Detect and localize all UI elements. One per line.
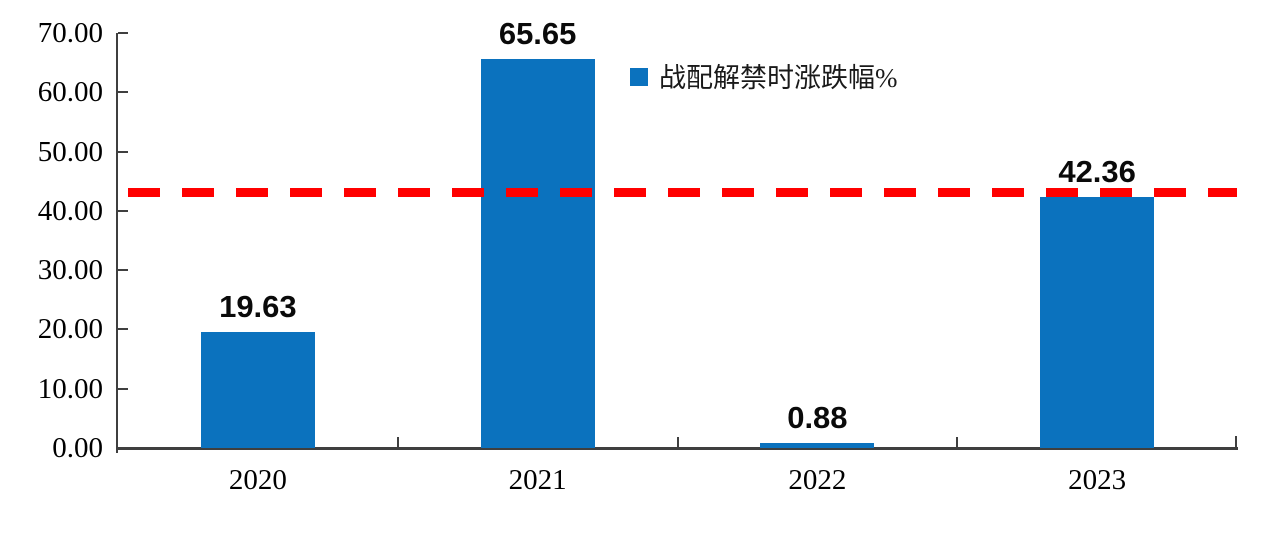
y-axis-tick-label: 70.00: [37, 17, 103, 49]
bar-2022: [760, 442, 875, 448]
x-axis-tick-mark: [396, 437, 399, 448]
y-axis-tick-mark: [118, 447, 128, 449]
x-axis-line: [116, 447, 1238, 450]
legend-marker-icon: [630, 67, 648, 86]
y-axis-tick-mark: [118, 387, 128, 390]
chart-legend: 战配解禁时涨跌幅%: [630, 56, 898, 95]
x-axis-category-label: 2020: [228, 464, 287, 496]
x-axis-category-label: 2021: [508, 464, 567, 496]
x-axis-category-label: 2023: [1068, 464, 1127, 496]
bar-2020: [200, 331, 315, 448]
y-axis-tick-mark: [118, 91, 128, 94]
y-axis-tick-label: 40.00: [37, 194, 103, 227]
bar-value-label: 19.63: [219, 288, 297, 324]
bar-2021: [480, 58, 595, 448]
y-axis-tick-mark: [118, 32, 128, 34]
y-axis-tick-label: 0.00: [52, 432, 103, 464]
y-axis-line: [116, 33, 118, 453]
bar-value-label: 42.36: [1058, 153, 1136, 189]
x-axis-category-label: 2022: [788, 464, 847, 496]
y-axis-tick-mark: [118, 150, 128, 153]
legend-label: 战配解禁时涨跌幅%: [659, 63, 898, 93]
y-axis-tick-mark: [118, 269, 128, 272]
y-axis-tick-label: 10.00: [37, 372, 103, 405]
y-axis-tick-label: 30.00: [37, 254, 103, 287]
bar-value-label: 0.88: [787, 399, 848, 435]
x-axis-tick-mark: [676, 437, 679, 448]
y-axis-tick-label: 20.00: [37, 313, 103, 346]
x-axis-tick-mark: [1235, 436, 1237, 448]
y-axis-tick-label: 50.00: [37, 135, 103, 168]
bar-2023: [1040, 196, 1155, 448]
y-axis-tick-mark: [118, 209, 128, 212]
y-axis-tick-label: 60.00: [37, 76, 103, 109]
y-axis-tick-mark: [118, 328, 128, 331]
x-axis-tick-mark: [956, 437, 959, 448]
bar-value-label: 65.65: [498, 15, 577, 51]
reference-dashed-line: [128, 187, 1237, 197]
